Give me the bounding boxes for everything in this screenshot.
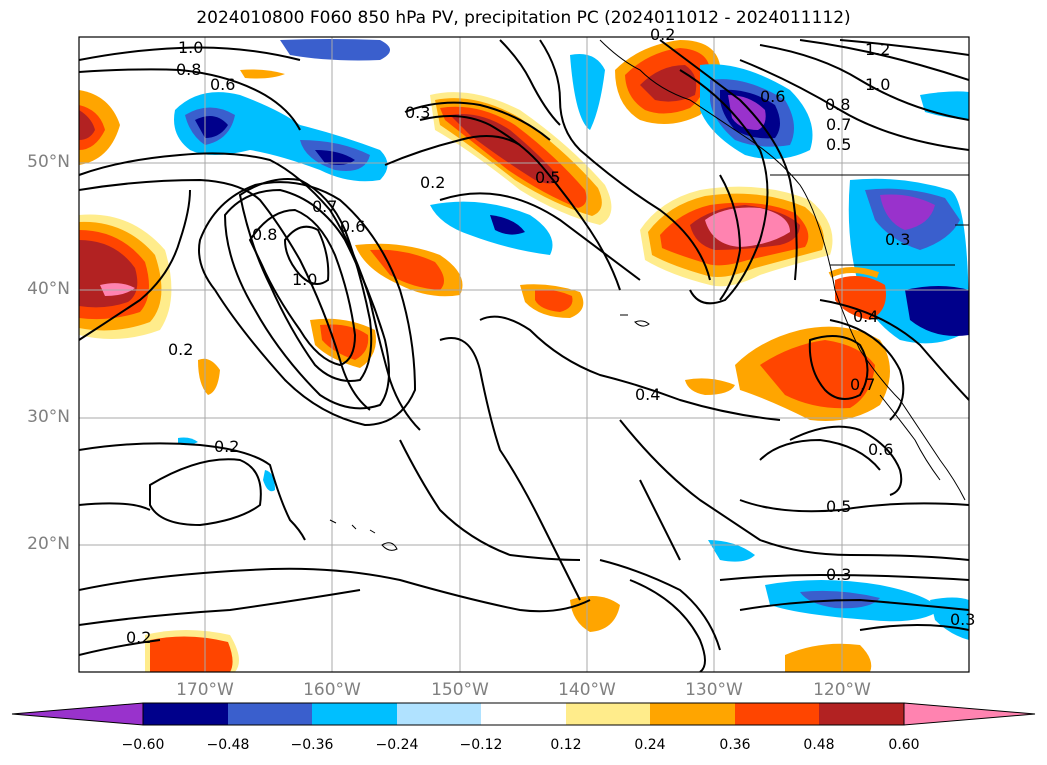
svg-text:0.3: 0.3 (405, 103, 430, 122)
coastlines (329, 39, 969, 551)
contour-labels: 1.0 0.8 0.6 0.3 0.2 0.7 0.6 0.8 1.0 0.2 … (126, 25, 975, 647)
lon-label-150w: 150°W (431, 680, 489, 700)
svg-text:1.0: 1.0 (865, 75, 890, 94)
svg-text:1.0: 1.0 (178, 38, 203, 57)
colorbar-tick: 0.48 (803, 737, 835, 753)
lat-label-50n: 50°N (27, 152, 70, 172)
colorbar-tick: 0.12 (550, 737, 582, 753)
lat-label-20n: 20°N (27, 534, 70, 554)
svg-text:0.3: 0.3 (950, 610, 975, 629)
svg-text:0.5: 0.5 (535, 168, 560, 187)
colorbar-tick: 0.60 (888, 737, 920, 753)
lon-label-170w: 170°W (176, 680, 234, 700)
lon-label-120w: 120°W (813, 680, 871, 700)
svg-text:0.8: 0.8 (825, 95, 850, 114)
svg-text:0.6: 0.6 (340, 217, 365, 236)
colorbar-tick: −0.60 (121, 737, 165, 753)
lat-label-30n: 30°N (27, 407, 70, 427)
map-frame (78, 36, 970, 673)
svg-text:1.2: 1.2 (865, 40, 890, 59)
precip-shading (79, 39, 969, 672)
colorbar-tick: 0.36 (719, 737, 751, 753)
svg-text:0.5: 0.5 (826, 497, 851, 516)
svg-text:0.6: 0.6 (210, 75, 235, 94)
svg-text:0.3: 0.3 (885, 230, 910, 249)
map-title: 2024010800 F060 850 hPa PV, precipitatio… (196, 8, 851, 28)
svg-text:0.4: 0.4 (635, 385, 660, 404)
svg-text:0.3: 0.3 (826, 565, 851, 584)
lon-label-140w: 140°W (558, 680, 616, 700)
svg-text:0.2: 0.2 (126, 628, 151, 647)
colorbar-tick: −0.24 (375, 737, 419, 753)
lat-label-40n: 40°N (27, 279, 70, 299)
svg-text:0.2: 0.2 (420, 173, 445, 192)
svg-text:0.4: 0.4 (853, 307, 878, 326)
svg-text:0.2: 0.2 (168, 340, 193, 359)
colorbar-tick: −0.48 (206, 737, 250, 753)
svg-text:0.6: 0.6 (760, 87, 785, 106)
svg-text:0.7: 0.7 (312, 197, 337, 216)
svg-text:0.5: 0.5 (826, 135, 851, 154)
svg-text:0.7: 0.7 (826, 115, 851, 134)
colorbar-tick: −0.36 (290, 737, 334, 753)
grid-lines (79, 37, 969, 672)
svg-text:0.6: 0.6 (868, 440, 893, 459)
lon-label-160w: 160°W (303, 680, 361, 700)
pv-contours (79, 39, 969, 672)
colorbar (11, 702, 1036, 726)
colorbar-tick: 0.24 (634, 737, 666, 753)
svg-text:0.2: 0.2 (214, 437, 239, 456)
svg-text:0.7: 0.7 (850, 375, 875, 394)
svg-text:0.2: 0.2 (650, 25, 675, 44)
svg-text:1.0: 1.0 (292, 270, 317, 289)
svg-text:0.8: 0.8 (176, 60, 201, 79)
svg-text:0.8: 0.8 (252, 225, 277, 244)
colorbar-tick: −0.12 (459, 737, 503, 753)
lon-label-130w: 130°W (685, 680, 743, 700)
